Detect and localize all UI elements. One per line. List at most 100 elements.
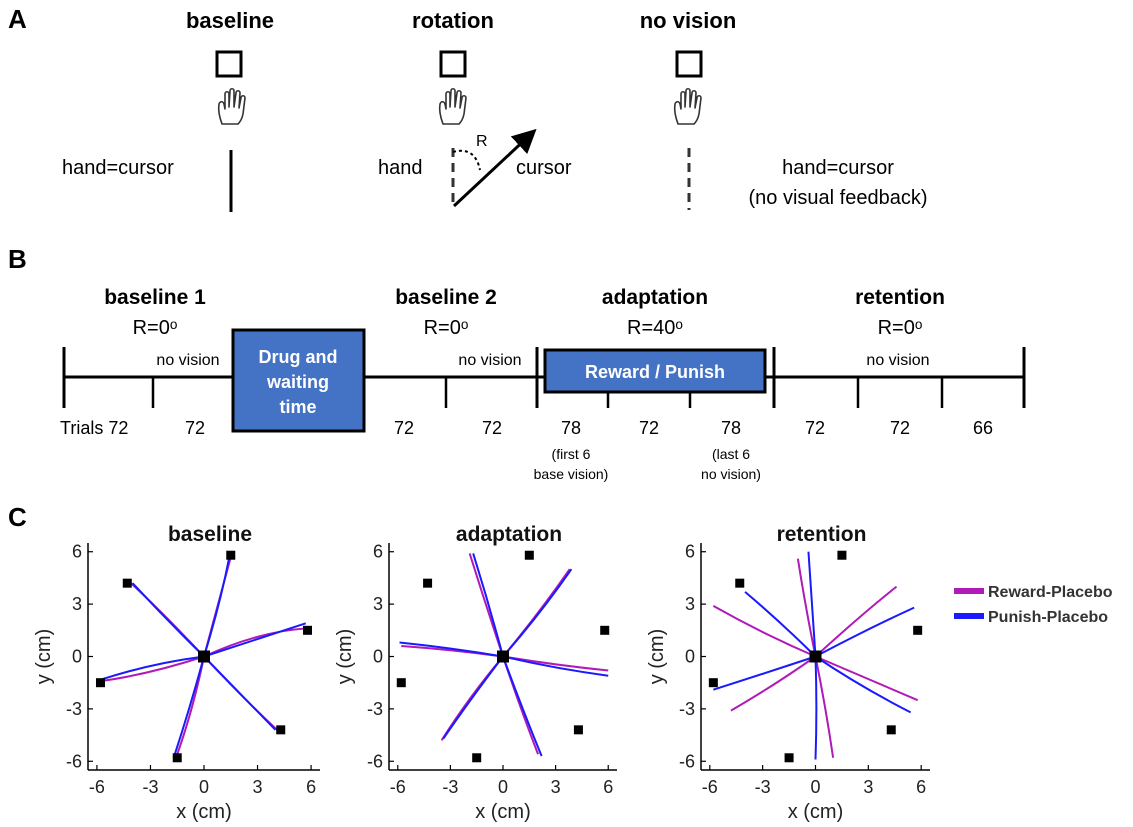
x-tick-label: -6	[702, 777, 718, 797]
hand-icon	[673, 87, 702, 125]
target-marker	[600, 625, 610, 635]
condition-title-rotation: rotation	[412, 8, 494, 33]
phase-rotation: R=40ᵒ	[627, 317, 683, 339]
drug-waiting-box: Drug and waiting time	[231, 328, 366, 433]
phase-name: retention	[855, 286, 945, 309]
trajectory-plot-retention: -6 -6 -3 -3 0 0 3 3 6 6 x (cm) y (cm) retention	[646, 523, 930, 823]
target-marker	[122, 578, 132, 588]
trial-note: no vision)	[701, 466, 761, 482]
trajectory-plot-adaptation: -6 -6 -3 -3 0 0 3 3 6 6 x (cm) y (cm) adaptation	[334, 523, 617, 823]
reward-punish-label: Reward / Punish	[585, 362, 725, 382]
target-marker	[226, 550, 236, 560]
y-tick-label: 6	[685, 542, 695, 562]
x-tick-label: 6	[603, 777, 613, 797]
trajectory-plots: -6 -6 -3 -3 0 0 3 3 6 6 x (cm) y (cm) baseline -6 -6 -3…	[33, 523, 930, 823]
trial-count: 66	[973, 418, 993, 438]
y-axis-label: y (cm)	[334, 629, 356, 685]
x-tick-label: -3	[442, 777, 458, 797]
plot-title: baseline	[168, 523, 252, 546]
rotation-angle-label: R	[476, 133, 488, 150]
legend: Reward-Placebo Punish-Placebo	[954, 584, 1113, 626]
trajectory-punish-placebo	[203, 558, 230, 657]
trajectory-punish-placebo	[502, 568, 573, 658]
trajectory-punish-placebo	[814, 655, 912, 714]
trajectory-reward-placebo	[712, 604, 816, 658]
x-axis-label: x (cm)	[475, 801, 531, 823]
x-tick-label: -3	[142, 777, 158, 797]
phase-name: adaptation	[602, 286, 708, 309]
condition-title-no-vision: no vision	[640, 8, 737, 33]
y-tick-label: -6	[367, 751, 383, 771]
y-tick-label: 0	[373, 647, 383, 667]
x-tick-label: 3	[863, 777, 873, 797]
trial-count: Trials 72	[60, 418, 128, 438]
origin-marker	[497, 650, 509, 663]
target-marker	[913, 625, 923, 635]
phase-rotation: R=0ᵒ	[133, 317, 178, 339]
trial-count: 72	[639, 418, 659, 438]
x-tick-label: 0	[199, 777, 209, 797]
panel-label-c: C	[8, 502, 27, 532]
target-marker	[276, 725, 286, 735]
trajectory-punish-placebo	[713, 655, 816, 691]
no-vision-label: no vision	[458, 352, 521, 369]
trial-count: 72	[805, 418, 825, 438]
plot-title: retention	[777, 523, 867, 546]
phase-name: baseline 2	[395, 286, 497, 309]
target-marker	[396, 678, 406, 688]
hand-icon	[217, 87, 246, 125]
y-tick-label: -3	[66, 699, 82, 719]
y-axis-label: y (cm)	[33, 629, 55, 685]
trajectory-reward-placebo	[796, 558, 817, 657]
trajectory-punish-placebo	[172, 656, 205, 759]
drug-box-line1: Drug and	[259, 347, 338, 367]
target-marker	[735, 578, 745, 588]
target-marker	[472, 753, 482, 763]
trajectory-punish-placebo	[815, 606, 915, 658]
trial-count: 72	[890, 418, 910, 438]
legend-label-reward: Reward-Placebo	[988, 584, 1113, 601]
trajectory-punish-placebo	[814, 656, 818, 760]
trajectory-reward-placebo	[102, 655, 205, 682]
no-vision-note-line2: (no visual feedback)	[749, 187, 928, 209]
y-tick-label: 3	[685, 594, 695, 614]
rotation-angle-arc	[452, 149, 481, 171]
trajectory-punish-placebo	[442, 655, 504, 740]
y-tick-label: 6	[373, 542, 383, 562]
trajectory-reward-placebo	[814, 585, 898, 658]
y-tick-label: 3	[72, 594, 82, 614]
cursor-label: cursor	[516, 157, 572, 179]
target-marker	[837, 550, 847, 560]
target-marker	[172, 753, 182, 763]
x-tick-label: 3	[253, 777, 263, 797]
target-square-icon	[439, 50, 467, 78]
y-tick-label: 3	[373, 594, 383, 614]
drug-box-line2: waiting	[266, 372, 329, 392]
target-marker	[573, 725, 583, 735]
trajectory-reward-placebo	[730, 655, 817, 712]
trial-note: (last 6	[712, 446, 750, 462]
trial-count: 72	[185, 418, 205, 438]
target-marker	[423, 578, 433, 588]
target-marker	[303, 625, 313, 635]
y-tick-label: -3	[679, 699, 695, 719]
x-axis-label: x (cm)	[176, 801, 232, 823]
trajectory-punish-placebo	[131, 582, 205, 658]
trajectory-punish-placebo	[502, 656, 543, 757]
x-tick-label: 6	[306, 777, 316, 797]
reward-punish-box: Reward / Punish	[543, 348, 767, 394]
y-tick-label: 0	[72, 647, 82, 667]
target-square-icon	[675, 50, 703, 78]
hand-cursor-label: hand=cursor	[62, 157, 174, 179]
condition-title-baseline: baseline	[186, 8, 274, 33]
trajectory-punish-placebo	[472, 553, 504, 657]
phase-rotation: R=0ᵒ	[424, 317, 469, 339]
x-tick-label: -6	[390, 777, 406, 797]
target-marker	[708, 678, 718, 688]
trajectory-punish-placebo	[807, 551, 817, 657]
no-vision-label: no vision	[866, 352, 929, 369]
hand-label: hand	[378, 157, 423, 179]
phase-name: baseline 1	[104, 286, 206, 309]
x-tick-label: 0	[810, 777, 820, 797]
